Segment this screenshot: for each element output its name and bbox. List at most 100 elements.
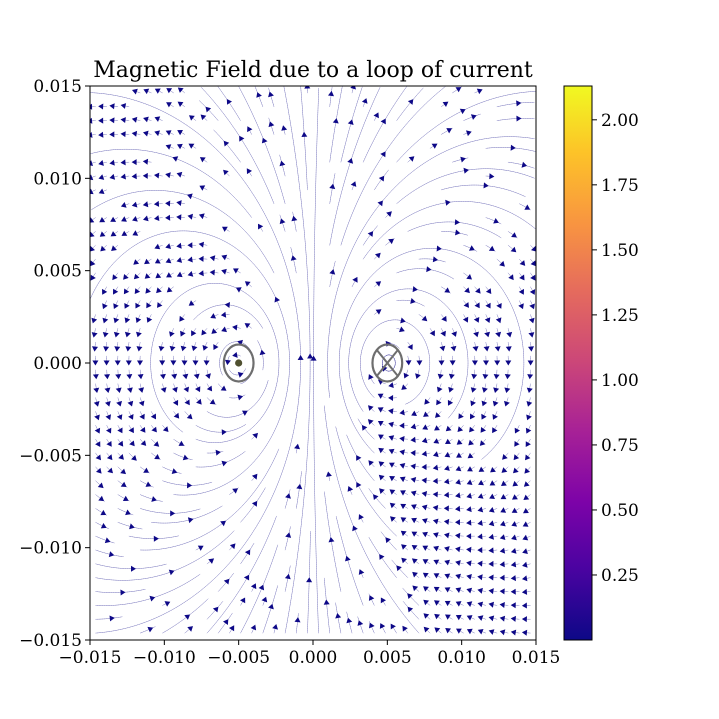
streamline-segment xyxy=(418,314,421,316)
streamline-segment xyxy=(276,450,279,454)
streamline-segment xyxy=(185,412,188,415)
streamline-segment xyxy=(97,281,100,284)
streamline-segment xyxy=(195,548,198,551)
streamline-segment xyxy=(196,315,198,318)
streamline-segment xyxy=(371,627,373,630)
streamline-segment xyxy=(505,454,507,457)
streamline-segment xyxy=(478,264,481,266)
streamline-segment xyxy=(202,311,204,313)
streamline-segment xyxy=(250,427,253,430)
streamline-segment xyxy=(449,309,452,312)
streamline-segment xyxy=(120,469,123,471)
streamline-segment xyxy=(128,328,130,331)
streamline-segment xyxy=(372,396,375,398)
streamline-segment xyxy=(352,448,354,451)
streamline-segment xyxy=(394,562,396,565)
streamline-segment xyxy=(243,370,245,373)
streamline-segment xyxy=(514,312,516,316)
streamline-segment xyxy=(262,491,264,494)
streamline-segment xyxy=(404,385,407,387)
streamline-segment xyxy=(371,477,374,480)
streamline-segment xyxy=(530,328,532,331)
streamline-segment xyxy=(186,630,188,632)
streamline-segment xyxy=(469,258,472,260)
streamline-segment xyxy=(287,497,289,501)
streamline-segment xyxy=(175,587,178,589)
streamline-segment xyxy=(437,575,440,577)
streamline-segment xyxy=(119,495,122,497)
streamline-segment xyxy=(255,402,257,405)
streamline-segment xyxy=(383,263,386,265)
streamline-segment xyxy=(346,407,348,410)
streamline-segment xyxy=(206,308,209,310)
streamline-segment xyxy=(348,255,350,259)
streamline-segment xyxy=(270,287,272,291)
streamline-segment xyxy=(102,275,104,277)
streamline-segment xyxy=(337,520,338,523)
streamline-segment xyxy=(178,295,181,297)
streamline-segment xyxy=(117,439,120,441)
streamline-segment xyxy=(352,246,354,249)
streamline-segment xyxy=(178,621,181,624)
streamline-segment xyxy=(242,627,244,630)
streamline-segment xyxy=(229,516,232,519)
streamline-segment xyxy=(269,565,271,568)
streamline-segment xyxy=(259,494,262,497)
streamline-segment xyxy=(404,177,406,179)
streamline-segment xyxy=(348,514,350,517)
streamline-segment xyxy=(349,566,351,569)
streamline-segment xyxy=(340,533,341,536)
streamline-segment xyxy=(229,533,232,535)
streamline-segment xyxy=(404,492,407,494)
streamline-segment xyxy=(207,141,210,143)
streamline-segment xyxy=(230,629,232,632)
streamline-segment xyxy=(212,529,215,531)
streamline-segment xyxy=(230,546,233,549)
streamline-segment xyxy=(425,381,427,384)
streamline-segment xyxy=(253,490,256,493)
streamline-segment xyxy=(119,522,122,524)
streamline-segment xyxy=(235,476,238,479)
streamline-segment xyxy=(426,589,429,591)
streamline-segment xyxy=(339,531,341,534)
streamline-segment xyxy=(428,576,431,578)
streamline-segment xyxy=(241,252,244,254)
streamline-segment xyxy=(237,427,240,429)
streamline-segment xyxy=(273,393,275,396)
streamline-segment xyxy=(158,322,160,325)
streamline-segment xyxy=(450,590,453,592)
streamline-segment xyxy=(187,599,190,601)
streamline-segment xyxy=(403,573,406,575)
streamline-segment xyxy=(464,384,466,388)
streamline-segment xyxy=(386,292,389,295)
streamline-segment xyxy=(350,568,352,571)
streamline-segment xyxy=(426,379,428,382)
streamline-segment xyxy=(499,285,502,288)
streamline-segment xyxy=(207,532,210,534)
streamline-segment xyxy=(376,549,378,552)
streamline-segment xyxy=(372,273,374,276)
streamline-segment xyxy=(289,489,291,492)
streamline-segment xyxy=(341,539,343,542)
streamline-segment xyxy=(270,464,272,467)
chart-title: Magnetic Field due to a loop of current xyxy=(93,58,533,83)
streamline-segment xyxy=(505,428,508,431)
streamline-segment xyxy=(160,110,163,112)
streamline-segment xyxy=(405,252,407,254)
streamline-segment xyxy=(448,576,451,578)
streamline-segment xyxy=(269,499,271,502)
streamline-segment xyxy=(219,486,222,488)
streamline-segment xyxy=(172,589,175,591)
streamline-segment xyxy=(483,618,486,620)
streamline-segment xyxy=(416,329,419,332)
streamline-segment xyxy=(181,619,184,622)
streamline-segment xyxy=(374,209,377,211)
streamline-segment xyxy=(182,584,185,586)
streamline-segment xyxy=(461,413,463,416)
streamline-segment xyxy=(426,534,429,536)
streamline-segment xyxy=(205,599,207,602)
streamline-segment xyxy=(282,256,284,259)
streamline-segment xyxy=(204,533,207,535)
streamline-segment xyxy=(280,250,282,253)
streamline-segment xyxy=(263,512,265,515)
